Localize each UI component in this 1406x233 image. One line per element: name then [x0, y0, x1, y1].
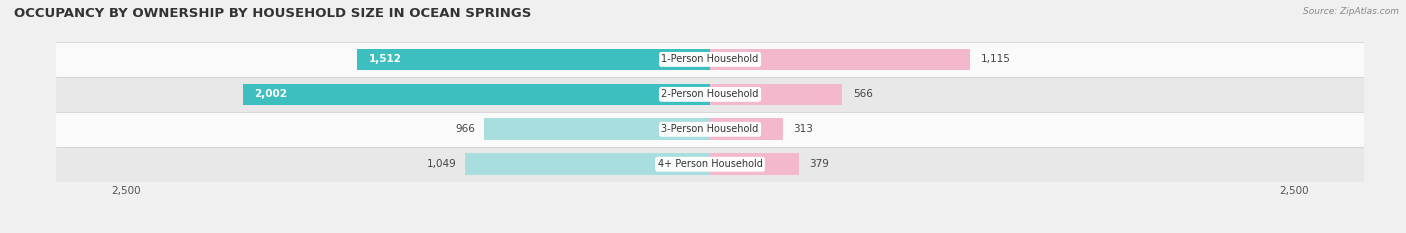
Text: 379: 379: [808, 159, 830, 169]
Bar: [485, 118, 710, 140]
Bar: [56, 112, 1364, 147]
Text: 1-Person Household: 1-Person Household: [661, 55, 759, 64]
Text: 4+ Person Household: 4+ Person Household: [658, 159, 762, 169]
Bar: [56, 42, 1364, 77]
Text: 2-Person Household: 2-Person Household: [661, 89, 759, 99]
Bar: [710, 118, 783, 140]
Text: 2,002: 2,002: [254, 89, 287, 99]
Text: Source: ZipAtlas.com: Source: ZipAtlas.com: [1303, 7, 1399, 16]
Bar: [243, 84, 710, 105]
Text: OCCUPANCY BY OWNERSHIP BY HOUSEHOLD SIZE IN OCEAN SPRINGS: OCCUPANCY BY OWNERSHIP BY HOUSEHOLD SIZE…: [14, 7, 531, 20]
Text: 1,049: 1,049: [426, 159, 457, 169]
Text: 966: 966: [456, 124, 475, 134]
Text: 566: 566: [852, 89, 873, 99]
Bar: [710, 154, 799, 175]
Text: 1,115: 1,115: [981, 55, 1011, 64]
Bar: [56, 147, 1364, 182]
Text: 1,512: 1,512: [368, 55, 402, 64]
Bar: [710, 49, 970, 70]
Text: 313: 313: [793, 124, 814, 134]
Bar: [56, 77, 1364, 112]
Bar: [710, 84, 842, 105]
Text: 3-Person Household: 3-Person Household: [661, 124, 759, 134]
Bar: [465, 154, 710, 175]
Bar: [357, 49, 710, 70]
